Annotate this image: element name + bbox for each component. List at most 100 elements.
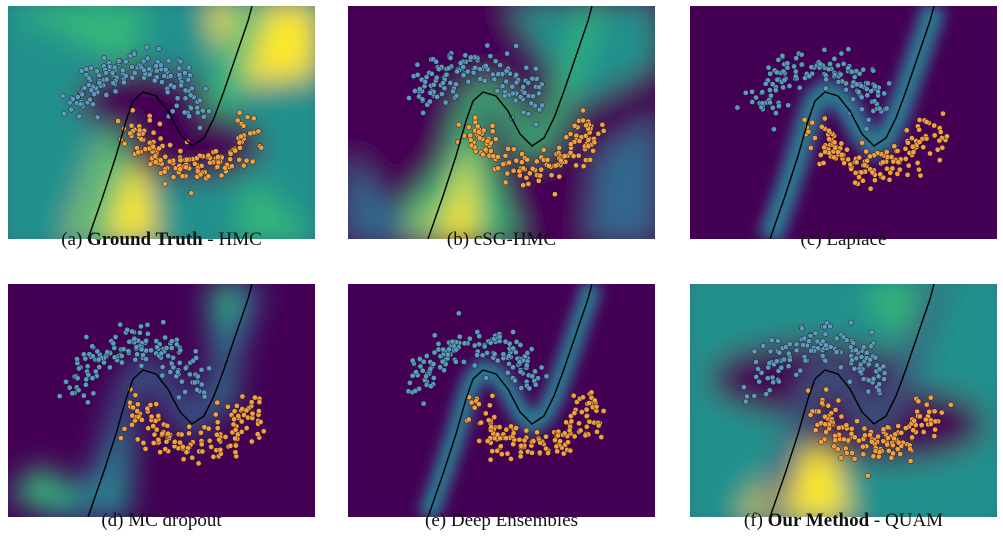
point-class-blue (191, 379, 198, 386)
point-class-orange (495, 165, 501, 172)
point-class-orange (529, 449, 535, 456)
point-class-orange (818, 123, 825, 130)
point-class-blue (94, 68, 100, 75)
point-class-blue (456, 333, 463, 340)
point-class-orange (880, 438, 887, 445)
point-class-orange (831, 154, 837, 161)
point-class-orange (903, 127, 910, 134)
point-class-orange (822, 421, 829, 428)
point-class-blue (781, 356, 787, 363)
point-class-blue (202, 85, 209, 92)
point-class-blue (482, 62, 489, 69)
point-class-orange (568, 418, 575, 425)
point-class-orange (595, 422, 602, 429)
point-class-orange (841, 436, 847, 443)
point-class-blue (112, 334, 119, 340)
point-class-orange (565, 439, 571, 446)
point-class-orange (197, 171, 204, 178)
point-class-orange (911, 417, 918, 424)
point-class-blue (812, 330, 819, 337)
point-class-blue (484, 42, 491, 49)
point-class-orange (222, 165, 228, 171)
point-class-blue (766, 387, 773, 394)
scatter-points (59, 44, 265, 196)
point-class-blue (871, 98, 878, 104)
point-class-orange (817, 152, 824, 158)
decision-boundary (769, 284, 935, 517)
point-class-orange (552, 162, 559, 169)
point-class-orange (227, 150, 234, 157)
panel-f (690, 284, 997, 517)
point-class-blue (822, 331, 829, 338)
point-class-orange (556, 144, 562, 151)
point-class-blue (74, 94, 81, 100)
point-class-blue (419, 96, 426, 103)
point-class-blue (195, 373, 201, 380)
point-class-blue (827, 344, 834, 350)
point-class-orange (835, 424, 842, 431)
point-class-orange (224, 403, 231, 410)
point-class-blue (753, 374, 760, 380)
point-class-blue (817, 61, 824, 67)
point-class-blue (865, 377, 872, 384)
point-class-orange (494, 448, 501, 454)
point-class-blue (528, 100, 535, 107)
point-class-orange (891, 143, 898, 150)
point-class-orange (167, 142, 173, 148)
point-class-orange (145, 425, 152, 432)
point-class-blue (759, 89, 766, 95)
point-class-blue (780, 84, 786, 91)
point-class-blue (162, 334, 168, 341)
point-class-blue (876, 381, 883, 387)
point-class-blue (165, 57, 172, 64)
point-class-orange (511, 146, 517, 153)
point-class-orange (231, 416, 237, 423)
point-class-blue (123, 72, 129, 79)
point-class-blue (199, 107, 206, 114)
point-class-orange (872, 177, 878, 184)
point-class-orange (162, 153, 169, 160)
point-class-blue (792, 68, 799, 75)
scatter-points (405, 310, 607, 463)
point-class-blue (129, 328, 135, 335)
point-class-orange (503, 435, 509, 441)
point-class-blue (793, 55, 800, 61)
point-class-orange (884, 441, 891, 448)
point-class-blue (872, 354, 879, 361)
point-class-orange (567, 149, 574, 156)
point-class-orange (147, 402, 154, 408)
caption-f: (f) Our Method - QUAM (690, 510, 997, 532)
point-class-blue (96, 364, 103, 370)
point-class-orange (922, 416, 929, 423)
point-class-orange (917, 413, 923, 420)
point-class-orange (905, 139, 911, 146)
point-class-orange (210, 453, 217, 460)
point-class-blue (164, 89, 171, 96)
point-class-orange (563, 134, 570, 140)
point-class-blue (417, 363, 424, 370)
point-class-orange (885, 435, 891, 441)
point-class-blue (506, 340, 513, 347)
point-class-orange (920, 144, 927, 151)
point-class-blue (771, 126, 777, 133)
point-class-blue (851, 365, 858, 372)
point-class-orange (524, 156, 531, 163)
point-class-blue (159, 372, 166, 379)
point-class-blue (445, 65, 452, 72)
point-class-blue (512, 97, 519, 104)
point-class-orange (153, 426, 160, 433)
point-class-orange (506, 159, 513, 166)
point-class-blue (148, 347, 154, 354)
point-class-blue (529, 373, 536, 380)
point-class-blue (101, 55, 108, 61)
point-class-blue (92, 368, 99, 375)
point-class-blue (864, 349, 870, 356)
point-class-blue (66, 99, 73, 106)
point-class-orange (563, 419, 569, 426)
point-class-orange (580, 117, 586, 124)
point-class-blue (474, 352, 480, 358)
point-class-blue (471, 342, 478, 349)
point-class-blue (543, 373, 550, 380)
point-class-blue (865, 388, 872, 395)
point-class-blue (137, 329, 143, 336)
